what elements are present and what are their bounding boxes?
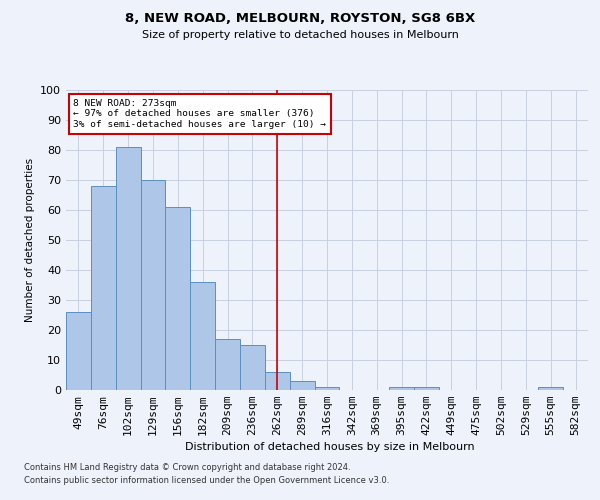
Bar bbox=[190, 282, 215, 390]
Text: Contains HM Land Registry data © Crown copyright and database right 2024.: Contains HM Land Registry data © Crown c… bbox=[24, 464, 350, 472]
Bar bbox=[389, 387, 414, 390]
Text: Size of property relative to detached houses in Melbourn: Size of property relative to detached ho… bbox=[142, 30, 458, 40]
Bar bbox=[215, 339, 240, 390]
Bar bbox=[166, 207, 190, 390]
Bar bbox=[140, 180, 166, 390]
Text: Distribution of detached houses by size in Melbourn: Distribution of detached houses by size … bbox=[185, 442, 475, 452]
Bar bbox=[414, 387, 439, 390]
Bar bbox=[116, 147, 140, 390]
Bar bbox=[314, 387, 340, 390]
Bar bbox=[265, 372, 290, 390]
Bar bbox=[91, 186, 116, 390]
Bar bbox=[240, 345, 265, 390]
Bar bbox=[66, 312, 91, 390]
Text: 8, NEW ROAD, MELBOURN, ROYSTON, SG8 6BX: 8, NEW ROAD, MELBOURN, ROYSTON, SG8 6BX bbox=[125, 12, 475, 26]
Bar bbox=[538, 387, 563, 390]
Bar bbox=[290, 381, 314, 390]
Y-axis label: Number of detached properties: Number of detached properties bbox=[25, 158, 35, 322]
Text: Contains public sector information licensed under the Open Government Licence v3: Contains public sector information licen… bbox=[24, 476, 389, 485]
Text: 8 NEW ROAD: 273sqm
← 97% of detached houses are smaller (376)
3% of semi-detache: 8 NEW ROAD: 273sqm ← 97% of detached hou… bbox=[73, 99, 326, 129]
